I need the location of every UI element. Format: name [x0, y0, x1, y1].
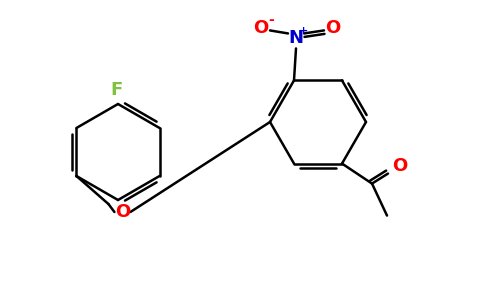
- Text: F: F: [110, 81, 122, 99]
- Text: O: O: [393, 157, 408, 175]
- Text: O: O: [254, 20, 269, 38]
- Text: N: N: [288, 29, 303, 47]
- Text: -: -: [268, 14, 274, 27]
- Text: O: O: [115, 203, 130, 221]
- Text: O: O: [325, 20, 341, 38]
- Text: +: +: [300, 26, 309, 36]
